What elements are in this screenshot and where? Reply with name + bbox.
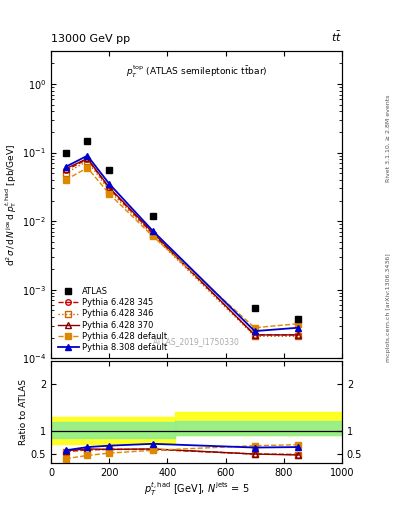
ATLAS [252, 305, 257, 311]
Pythia 6.428 default [252, 325, 257, 331]
Pythia 6.428 370 [296, 332, 301, 338]
Pythia 6.428 default [107, 191, 112, 197]
ATLAS [296, 315, 301, 322]
ATLAS [151, 212, 155, 219]
Pythia 6.428 370 [85, 156, 90, 162]
Pythia 8.308 default [296, 325, 301, 331]
Pythia 6.428 346 [107, 187, 112, 194]
Pythia 8.308 default [107, 181, 112, 187]
Pythia 6.428 346 [63, 170, 68, 176]
Pythia 8.308 default [252, 328, 257, 334]
Pythia 6.428 default [151, 233, 155, 240]
Line: Pythia 6.428 370: Pythia 6.428 370 [63, 156, 301, 338]
Pythia 6.428 370 [151, 229, 155, 236]
Pythia 6.428 345 [107, 185, 112, 191]
Pythia 6.428 345 [151, 231, 155, 237]
Text: $t\bar{t}$: $t\bar{t}$ [331, 29, 342, 44]
Text: ATLAS_2019_I1750330: ATLAS_2019_I1750330 [153, 337, 240, 346]
Pythia 6.428 346 [85, 158, 90, 164]
Pythia 6.428 346 [296, 333, 301, 339]
Pythia 6.428 346 [151, 232, 155, 239]
Pythia 6.428 345 [85, 156, 90, 162]
Pythia 6.428 345 [296, 332, 301, 338]
Line: Pythia 6.428 345: Pythia 6.428 345 [63, 157, 301, 338]
ATLAS [107, 167, 112, 174]
Pythia 6.428 345 [63, 167, 68, 174]
Pythia 6.428 346 [252, 333, 257, 339]
ATLAS [63, 150, 68, 156]
Text: $p_T^\mathrm{top}$ (ATLAS semileptonic t$\bar{\mathrm{t}}$bar): $p_T^\mathrm{top}$ (ATLAS semileptonic t… [126, 63, 267, 80]
Pythia 8.308 default [63, 164, 68, 170]
Pythia 8.308 default [85, 153, 90, 159]
Pythia 6.428 default [296, 321, 301, 327]
Pythia 6.428 370 [107, 184, 112, 190]
Y-axis label: Ratio to ATLAS: Ratio to ATLAS [19, 379, 28, 445]
Y-axis label: $\mathrm{d}^2\sigma\,/\,\mathrm{d}\,N^\mathrm{jos}\,\mathrm{d}\,p_\mathrm{T}^{t,: $\mathrm{d}^2\sigma\,/\,\mathrm{d}\,N^\m… [4, 144, 19, 266]
ATLAS [85, 138, 90, 144]
Line: Pythia 8.308 default: Pythia 8.308 default [62, 152, 302, 334]
Legend: ATLAS, Pythia 6.428 345, Pythia 6.428 346, Pythia 6.428 370, Pythia 6.428 defaul: ATLAS, Pythia 6.428 345, Pythia 6.428 34… [55, 285, 170, 354]
Line: Pythia 6.428 346: Pythia 6.428 346 [63, 158, 301, 339]
Pythia 6.428 default [63, 177, 68, 183]
Pythia 6.428 370 [63, 166, 68, 172]
Line: Pythia 6.428 default: Pythia 6.428 default [63, 165, 301, 330]
Line: ATLAS: ATLAS [62, 138, 302, 322]
Pythia 6.428 default [85, 165, 90, 171]
Pythia 8.308 default [151, 228, 155, 234]
Text: Rivet 3.1.10, ≥ 2.8M events: Rivet 3.1.10, ≥ 2.8M events [386, 95, 391, 182]
Pythia 6.428 370 [252, 332, 257, 338]
Pythia 6.428 345 [252, 332, 257, 338]
X-axis label: $p_T^{t,\mathrm{had}}$ [GeV], $N^\mathrm{jets}$ = 5: $p_T^{t,\mathrm{had}}$ [GeV], $N^\mathrm… [144, 481, 249, 498]
Text: mcplots.cern.ch [arXiv:1306.3436]: mcplots.cern.ch [arXiv:1306.3436] [386, 253, 391, 361]
Text: 13000 GeV pp: 13000 GeV pp [51, 33, 130, 44]
